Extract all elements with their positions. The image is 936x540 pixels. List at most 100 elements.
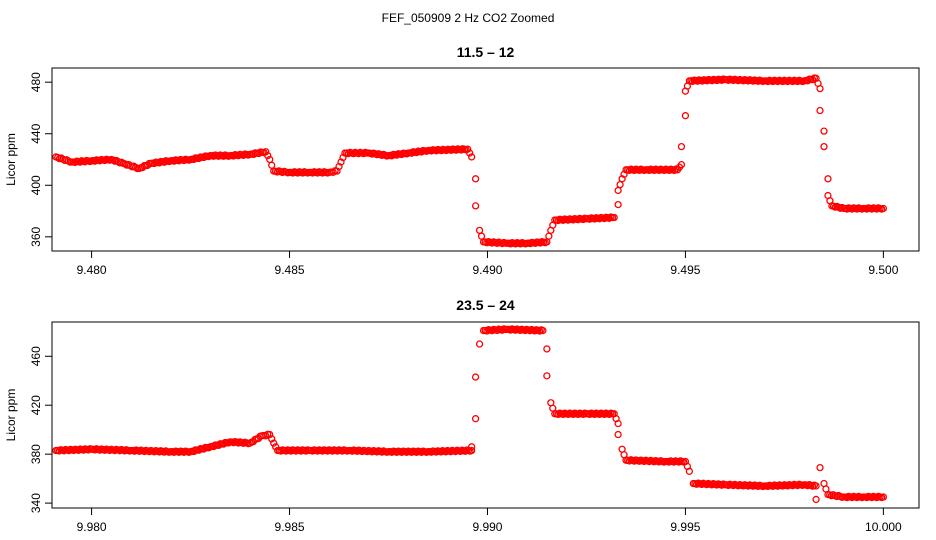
data-point	[477, 232, 486, 240]
data-point	[655, 166, 663, 175]
data-point	[764, 482, 772, 491]
data-point	[688, 77, 697, 86]
y-tick-label: 440	[29, 123, 43, 143]
data-point	[195, 154, 203, 163]
x-tick-label: 9.485	[275, 263, 305, 277]
data-point	[843, 205, 851, 213]
data-point	[554, 216, 562, 225]
data-point	[848, 493, 856, 502]
data-point	[359, 150, 368, 158]
data-point	[451, 447, 460, 456]
data-point	[200, 445, 208, 453]
data-point	[812, 482, 820, 490]
data-point	[407, 448, 416, 456]
x-tick-label: 9.990	[472, 520, 502, 534]
data-point	[586, 410, 594, 419]
data-point	[456, 447, 465, 456]
data-point	[65, 446, 73, 455]
data-point	[809, 75, 817, 84]
data-point	[868, 493, 876, 502]
data-point	[816, 84, 824, 93]
data-point	[848, 205, 856, 213]
data-point	[511, 240, 520, 248]
data-point	[493, 326, 501, 335]
data-point	[398, 150, 406, 159]
data-point	[545, 232, 553, 240]
data-point	[660, 166, 668, 175]
data-point	[595, 410, 604, 419]
data-point	[650, 166, 658, 175]
data-point	[55, 447, 63, 455]
data-point	[586, 215, 594, 223]
data-point	[779, 77, 787, 86]
data-point	[277, 447, 285, 455]
y-tick-label: 480	[29, 72, 43, 92]
data-point	[229, 152, 238, 160]
data-point	[539, 326, 547, 335]
data-point	[784, 77, 792, 86]
panel-bottom: 23.5 – 24 9.980 9.985 9.990 9.995 10.000 340 38…	[4, 297, 920, 534]
data-point	[774, 77, 782, 86]
data-point	[600, 214, 609, 223]
y-tick-label: 420	[29, 395, 43, 415]
data-point	[210, 442, 218, 451]
data-point	[614, 419, 622, 428]
data-point	[739, 482, 747, 490]
data-point	[625, 457, 633, 465]
data-point	[600, 410, 609, 419]
data-point	[816, 106, 824, 115]
data-point	[91, 157, 99, 165]
data-point	[645, 166, 653, 175]
y-tick-label: 460	[29, 346, 43, 366]
data-point	[724, 76, 732, 84]
data-point	[713, 76, 721, 85]
data-point	[289, 169, 297, 177]
data-point	[313, 447, 322, 455]
data-point	[155, 448, 163, 456]
data-point	[403, 448, 411, 456]
data-point	[190, 155, 198, 164]
data-point	[677, 142, 686, 151]
data-point	[437, 448, 445, 456]
data-point	[605, 410, 613, 419]
data-point	[630, 166, 638, 175]
data-point	[677, 161, 686, 169]
data-point	[543, 345, 551, 353]
data-point	[729, 76, 737, 85]
data-point	[393, 448, 401, 456]
data-point	[74, 446, 83, 454]
data-point	[91, 446, 99, 454]
data-point	[605, 214, 613, 222]
data-point	[879, 493, 888, 501]
data-point	[803, 77, 812, 85]
plot-frame	[51, 67, 920, 252]
data-point	[590, 410, 599, 419]
data-point	[734, 76, 742, 85]
data-point	[318, 447, 327, 455]
data-point	[863, 205, 871, 213]
data-point	[297, 447, 305, 455]
data-point	[774, 482, 782, 490]
data-point	[160, 158, 168, 166]
data-point	[685, 467, 694, 475]
data-point	[437, 146, 445, 155]
x-tick-label: 9.985	[275, 520, 305, 534]
data-point	[475, 340, 484, 348]
data-point	[457, 146, 465, 154]
data-point	[590, 215, 599, 223]
y-tick-label: 380	[29, 444, 43, 464]
data-point	[464, 145, 472, 153]
data-point	[323, 447, 332, 455]
data-point	[531, 239, 539, 247]
data-point	[863, 493, 871, 502]
data-point	[115, 447, 124, 455]
data-point	[70, 446, 78, 455]
data-point	[769, 482, 777, 490]
data-point	[824, 175, 832, 183]
data-point	[447, 448, 455, 456]
data-point	[353, 447, 361, 455]
data-point	[195, 446, 203, 454]
data-point	[569, 410, 577, 419]
x-tick-label: 9.995	[670, 520, 700, 534]
